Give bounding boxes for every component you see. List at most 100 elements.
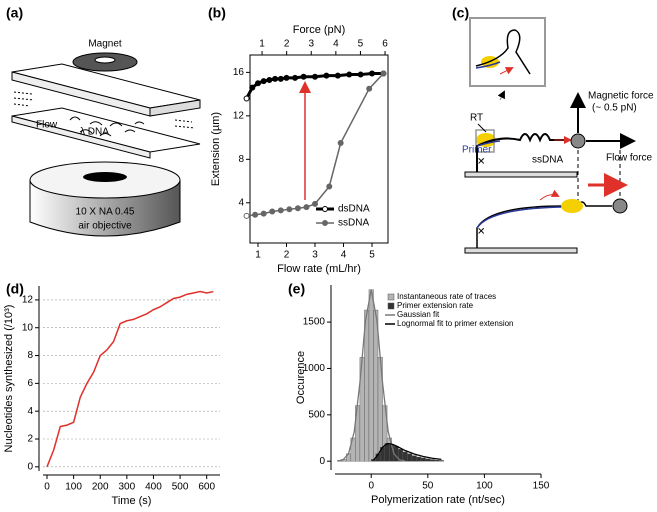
legend-label: Primer extension rate [397,301,474,310]
y-tick-label: 1500 [303,317,326,328]
x-tick-label: 150 [533,481,550,492]
fit-line [337,289,406,462]
y-axis-label: Extension (µm) [210,112,222,186]
label: Magnet [88,39,122,50]
marker [312,73,319,80]
marker [260,210,267,217]
hist-bar [434,459,440,462]
y-tick-label: 0 [27,461,33,472]
hist-bar [402,451,408,462]
y-axis-label: Occurence [295,351,307,404]
marker [326,183,333,190]
diagram-a: Magnet Flow λ DNA 10 X NA 0.45 air objec… [11,39,201,237]
marker [294,205,301,212]
x-tick-label: 2 [284,250,290,261]
marker [249,84,256,91]
label: (~ 0.5 pN) [592,103,637,114]
y-tick-label: 500 [308,409,325,420]
x2-tick-label: 2 [284,39,290,50]
marker [254,80,261,87]
x-tick-label: 200 [92,482,109,493]
marker [266,76,273,83]
label: Flow force [606,153,653,164]
y-axis-label: Nucleotides synthesized (/10³) [3,305,15,453]
marker [283,74,290,81]
marker [334,72,341,79]
marker [292,74,299,81]
panel-label: (c) [452,5,469,21]
x2-axis-label: Force (pN) [293,24,346,36]
label: air objective [78,221,132,232]
legend-label: Gaussian fit [397,310,440,319]
line [246,72,384,217]
y-tick-label: 4 [238,197,244,208]
label: Flow [36,120,58,131]
x2-tick-label: 5 [358,39,364,50]
x-tick-label: 100 [476,481,493,492]
x-tick-label: 0 [368,481,374,492]
marker [286,206,293,213]
legend-marker [322,220,328,226]
label: Magnetic force [588,91,654,102]
hist-bar [373,309,379,462]
x2-tick-label: 6 [382,39,388,50]
marker [337,140,344,147]
marker [323,72,330,79]
x-tick-label: 400 [145,482,162,493]
hist-bar [364,309,370,462]
marker [272,75,279,82]
marker [243,212,250,219]
marker [357,71,364,78]
hist-bar [384,443,390,462]
icon: ✕ [477,227,485,238]
marker [366,85,373,92]
x-axis-label: Polymerization rate (nt/sec) [371,494,505,506]
marker [303,204,310,211]
marker [277,75,284,82]
hist-bar [368,289,374,462]
panel-label: (e) [288,281,305,297]
label: λ DNA [80,127,109,138]
hist-bar [438,460,444,462]
y-tick-label: 0 [319,456,325,467]
x-tick-label: 600 [198,482,215,493]
x2-tick-label: 1 [259,39,265,50]
hist-bar [411,455,417,462]
x-axis-label: Flow rate (mL/hr) [277,263,361,275]
icon: ✕ [477,157,485,168]
panel-label: (d) [6,281,24,297]
legend-swatch [387,293,395,301]
y-tick-label: 2 [27,434,33,445]
marker [243,95,250,102]
x2-tick-label: 4 [333,39,339,50]
plot-frame [249,54,389,244]
marker [269,208,276,215]
y-tick-label: 12 [233,110,245,121]
y-tick-label: 10 [22,322,34,333]
hist-bar [425,458,431,462]
diagram-c: ✕ ✕ Magnetic force (~ 0.5 pN) RT Primer … [462,17,654,254]
x-tick-label: 5 [369,250,375,261]
panel-label: (b) [208,5,226,21]
y-tick-label: 12 [22,295,34,306]
hist-bar [429,459,435,462]
marker [312,200,319,207]
hist-bar [407,453,413,462]
marker [380,70,387,77]
legend-label: Instantaneous rate of traces [397,292,496,301]
x-tick-label: 300 [118,482,135,493]
x-axis-label: Time (s) [112,495,152,507]
panel-label: (a) [6,5,23,21]
marker [260,78,267,85]
marker [369,70,376,77]
marker [346,71,353,78]
x-tick-label: 4 [341,250,347,261]
y-tick-label: 1000 [303,363,326,374]
legend-marker [322,206,328,212]
y-tick-label: 16 [233,67,245,78]
legend-label: dsDNA [338,204,370,215]
legend-label: ssDNA [338,218,369,229]
y-tick-label: 8 [238,154,244,165]
x-tick-label: 500 [172,482,189,493]
